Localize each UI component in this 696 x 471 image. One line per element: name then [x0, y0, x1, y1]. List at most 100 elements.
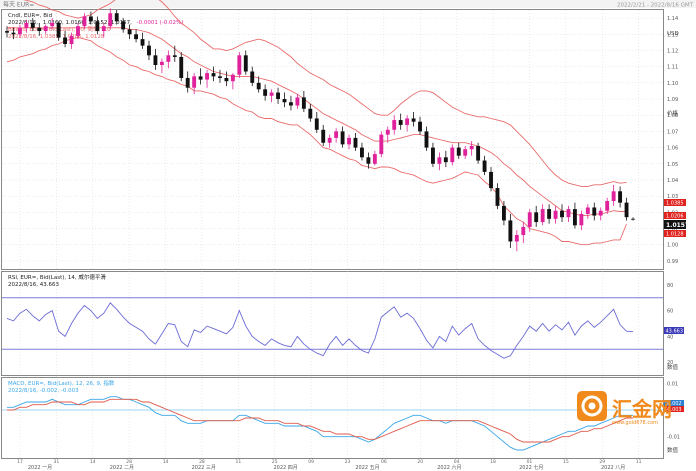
candle-body — [605, 201, 610, 211]
candle-body — [88, 16, 93, 22]
price-tick-label: 1.04 — [667, 178, 678, 184]
candle-body — [553, 210, 558, 219]
candle-body — [611, 191, 616, 202]
candle-body — [256, 82, 261, 90]
rsi-line — [6, 302, 634, 359]
candle-body — [243, 55, 248, 72]
bb-mid-tag: 1.0206 — [666, 214, 684, 220]
candle-body — [127, 29, 132, 35]
price-tick-label: 1.00 — [667, 243, 678, 249]
day-tick-label: 14 — [163, 459, 169, 465]
logo-dot-icon — [588, 402, 596, 410]
time-axis: 17 31 14 28 14 28 11 25 09 23 06 20 04 18 01 15 29 11 2022… — [17, 459, 641, 471]
bb-upper-tag-bg — [664, 199, 686, 206]
candle-body — [211, 73, 216, 77]
day-tick-label: 11 — [636, 459, 642, 465]
candle-body — [398, 120, 403, 125]
candle-body — [269, 92, 274, 96]
title-bar — [0, 0, 696, 8]
candle-body — [456, 147, 461, 156]
bband-upper-line — [23, 0, 627, 187]
candle-body — [301, 97, 306, 109]
rsi-tick-label: 20 — [667, 360, 673, 366]
month-label: 2022 一月 — [28, 465, 52, 471]
rsi-series — [2, 297, 663, 359]
candle-body — [334, 131, 339, 138]
price-tick-label: 0.99 — [667, 259, 678, 265]
price-tick-label: 1.07 — [667, 129, 678, 135]
candle-body — [17, 27, 22, 35]
candle-body — [24, 22, 29, 28]
bb-lower-tag-bg — [664, 230, 686, 237]
ohlc-legend: 2022/8/16, 1.0160, 1.0166, 1.0152, 1.015… — [8, 20, 183, 26]
candle-body — [198, 76, 203, 80]
bb-upper-tag: 1.0385 — [666, 201, 684, 207]
month-label: 2022 二月 — [110, 465, 134, 471]
candle-body — [624, 202, 629, 218]
candle-body — [108, 13, 113, 27]
instrument-label: Cndl, EUR=, Bid — [8, 13, 52, 19]
ohlc-change: -0.0001 (-0.02%) — [137, 20, 184, 26]
candle-body — [43, 26, 48, 32]
candle-body — [547, 209, 552, 219]
main-panel — [1, 9, 664, 270]
bband-lower-line — [6, 37, 627, 246]
candle-body — [521, 226, 526, 236]
candle-body — [82, 16, 87, 27]
ohlc-date: 2022/8/16, — [8, 20, 38, 26]
candle-body — [579, 213, 584, 226]
rsi-label: RSI, EUR=, Bid(Last), 14, 威尔德平滑 — [8, 273, 106, 281]
rsi-panel — [1, 271, 664, 376]
day-tick-label: 14 — [90, 459, 96, 465]
candle-body — [166, 55, 171, 62]
price-tick-label: 1.05 — [667, 162, 678, 168]
price-axis-label: 价格 — [667, 109, 679, 117]
candle-body — [101, 26, 106, 32]
candle-body — [566, 209, 571, 218]
candle-body — [308, 108, 313, 119]
candle-body — [405, 118, 410, 125]
macd-signal-line — [7, 398, 633, 443]
day-tick-label: 11 — [235, 459, 241, 465]
candle-body — [411, 118, 416, 122]
day-tick-label: 20 — [417, 459, 423, 465]
candle-body — [385, 129, 390, 135]
price-tick-label: 1.10 — [667, 81, 678, 87]
rsi-side-label: 数值 — [667, 363, 679, 371]
candle-body — [353, 137, 358, 148]
candle-body — [289, 102, 293, 106]
macd-main-line — [7, 396, 633, 451]
price-tick-label: 1.14 — [667, 16, 678, 22]
day-tick-label: 15 — [563, 459, 569, 465]
candle-body — [424, 131, 429, 148]
candle-body — [372, 154, 377, 164]
price-tick-label: 1.13 — [667, 32, 678, 38]
last-price-tag: 1.0157 — [666, 222, 689, 229]
day-tick-label: 28 — [126, 459, 132, 465]
grid-lines — [2, 10, 663, 458]
candle-body — [263, 89, 268, 96]
month-label: 2022 八月 — [601, 465, 625, 471]
candle-body — [618, 191, 623, 203]
day-tick-label: 17 — [17, 459, 23, 465]
candle-body — [469, 145, 474, 150]
month-label: 2022 三月 — [192, 465, 216, 471]
candle-body — [192, 76, 197, 88]
candle-body — [501, 205, 506, 221]
day-tick-label: 04 — [454, 459, 460, 465]
macd-series — [2, 396, 663, 451]
candle-body — [205, 73, 209, 80]
last-price-tag-bg — [664, 220, 686, 229]
month-label: 2022 七月 — [519, 464, 543, 471]
macd-values: 2022/8/16, -0.002, -0.003 — [8, 388, 79, 394]
rsi-tag-bg — [664, 327, 684, 334]
candle-body — [540, 209, 545, 223]
macd-tick-label: -0.01 — [667, 435, 680, 441]
macd-side-label: 数值 — [667, 446, 679, 454]
rsi-tick-label: 40 — [667, 334, 673, 340]
candle-body — [489, 171, 493, 189]
price-tick-label: 1.09 — [667, 97, 678, 103]
rsi-tick-label: 80 — [667, 283, 673, 289]
logo-ring-icon — [581, 395, 603, 417]
